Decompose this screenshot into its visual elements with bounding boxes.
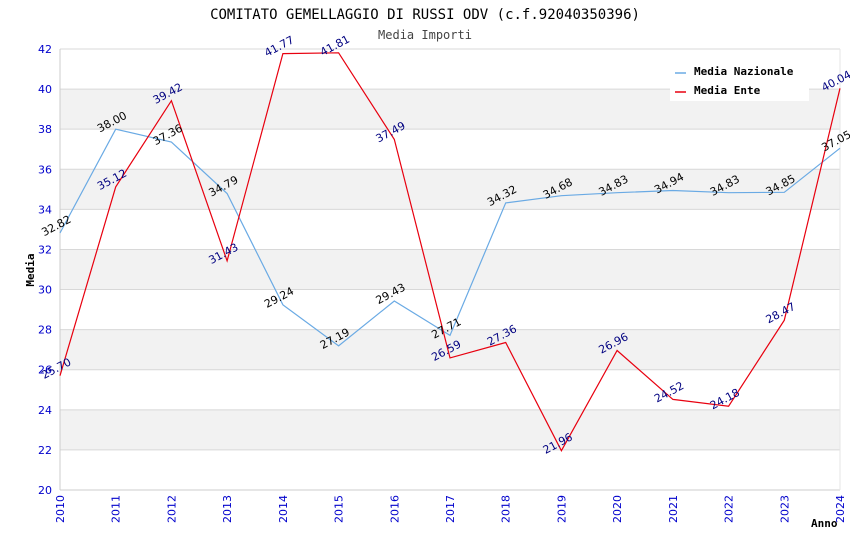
legend-label-nazionale: Media Nazionale: [694, 65, 794, 78]
x-axis-label: Anno: [811, 517, 838, 530]
y-tick-label: 24: [38, 404, 52, 417]
x-tick-label: 2014: [277, 495, 290, 523]
data-label: 41.77: [262, 33, 296, 59]
y-tick-label: 26: [38, 364, 52, 377]
y-axis-label: Media: [24, 253, 37, 286]
axes: [59, 49, 841, 491]
y-tick-label: 36: [38, 163, 52, 176]
y-tick-label: 40: [38, 83, 52, 96]
x-tick-label: 2021: [667, 495, 680, 523]
data-label: 37.05: [819, 128, 850, 154]
x-tick-label: 2024: [834, 495, 847, 523]
grid-band: [60, 409, 840, 450]
x-tick-label: 2023: [778, 495, 791, 523]
series-line: [59, 52, 841, 452]
chart-title: COMITATO GEMELLAGGIO DI RUSSI ODV (c.f.9…: [210, 7, 640, 23]
series-line: [59, 128, 841, 347]
y-tick-label: 38: [38, 123, 52, 136]
x-tick-label: 2013: [221, 495, 234, 523]
y-tick-label: 34: [38, 203, 52, 216]
y-tick-labels: 20 22 24 26 28 30 32 34 36 38 40 42: [38, 43, 52, 497]
grid-bands: [60, 89, 840, 450]
data-label: 41.81: [318, 33, 352, 59]
legend-label-ente: Media Ente: [694, 84, 761, 97]
x-tick-label: 2019: [555, 495, 568, 523]
data-label: 25.70: [39, 356, 73, 382]
data-label: 24.52: [652, 379, 686, 405]
y-tick-label: 30: [38, 284, 52, 297]
y-tick-label: 22: [38, 444, 52, 457]
y-tick-label: 42: [38, 43, 52, 56]
chart-subtitle: Media Importi: [378, 28, 472, 42]
grid-band: [60, 169, 840, 210]
x-tick-label: 2017: [444, 495, 457, 523]
legend: Media Nazionale Media Ente: [670, 61, 809, 101]
data-label: 32.82: [39, 213, 73, 239]
y-tick-label: 20: [38, 484, 52, 497]
data-label: 28.47: [764, 300, 798, 326]
x-tick-label: 2022: [723, 495, 736, 523]
y-tick-label: 32: [38, 243, 52, 256]
x-tick-label: 2020: [611, 495, 624, 523]
grid-band: [60, 329, 840, 370]
data-label: 24.18: [708, 386, 742, 412]
x-tick-label: 2010: [54, 495, 67, 523]
x-tick-label: 2015: [333, 495, 346, 523]
x-tick-label: 2018: [500, 495, 513, 523]
grid-lines: [60, 48, 840, 491]
legend-box: [670, 61, 809, 101]
x-tick-label: 2012: [165, 495, 178, 523]
x-tick-label: 2011: [110, 495, 123, 523]
x-tick-labels: 2010 2011 2012 2013 2014 2015 2016 2017 2018 2019…: [54, 495, 847, 523]
y-tick-label: 28: [38, 324, 52, 337]
x-tick-label: 2016: [388, 495, 401, 523]
series-lines: [59, 52, 841, 452]
grid-band: [60, 249, 840, 290]
